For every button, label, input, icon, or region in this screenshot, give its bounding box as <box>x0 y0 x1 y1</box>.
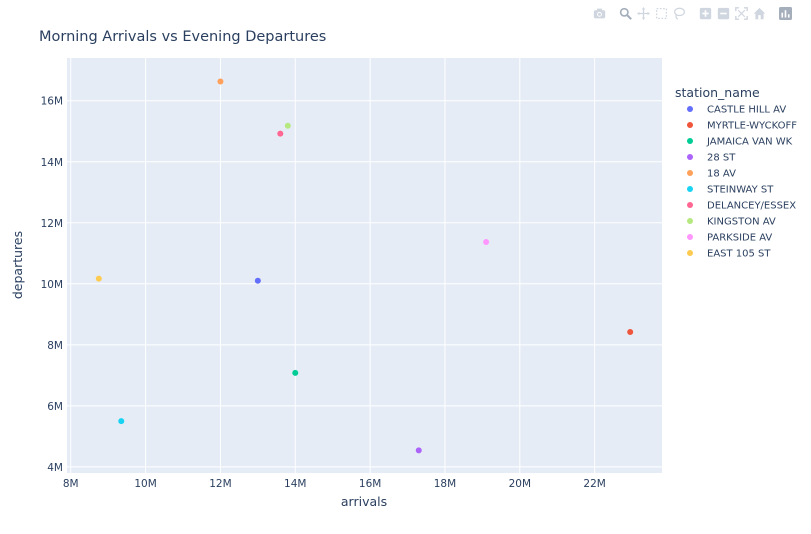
data-point[interactable] <box>217 78 224 85</box>
legend: CASTLE HILL AV MYRTLE-WYCKOFF JAMAICA VAN … <box>687 105 797 260</box>
legend-marker <box>687 218 693 224</box>
legend-item[interactable]: EAST 105 ST <box>687 249 771 260</box>
x-tick-label: 12M <box>209 478 231 490</box>
legend-item[interactable]: KINGSTON AV <box>687 217 776 228</box>
legend-marker <box>687 186 693 192</box>
x-tick-label: 14M <box>284 478 306 490</box>
data-point[interactable] <box>95 275 102 282</box>
x-tick-label: 16M <box>359 478 381 490</box>
legend-label: STEINWAY ST <box>707 185 774 196</box>
data-point[interactable] <box>292 369 299 376</box>
legend-marker <box>687 106 693 112</box>
data-point[interactable] <box>277 130 284 137</box>
x-tick-label: 20M <box>509 478 531 490</box>
legend-label: MYRTLE-WYCKOFF <box>707 121 797 132</box>
data-point[interactable] <box>483 239 490 246</box>
data-point[interactable] <box>284 122 291 129</box>
legend-marker <box>687 202 693 208</box>
legend-item[interactable]: 28 ST <box>687 153 736 164</box>
x-tick-label: 10M <box>134 478 156 490</box>
legend-marker <box>687 170 693 176</box>
chart-title: Morning Arrivals vs Evening Departures <box>39 29 326 45</box>
x-axis-label: arrivals <box>341 494 387 509</box>
y-tick-label: 8M <box>47 340 63 352</box>
box-select-icon[interactable] <box>654 6 668 20</box>
legend-item[interactable]: CASTLE HILL AV <box>687 105 786 116</box>
plotly-logo-icon[interactable] <box>778 6 792 20</box>
legend-label: 28 ST <box>707 153 736 164</box>
legend-marker <box>687 234 693 240</box>
zoom-icon[interactable] <box>618 6 632 20</box>
x-tick-labels: 8M 10M 12M 14M 16M 18M 20M 22M <box>63 478 606 490</box>
y-tick-label: 16M <box>41 96 63 108</box>
legend-item[interactable]: 18 AV <box>687 169 736 180</box>
legend-item[interactable]: DELANCEY/ESSEX <box>687 201 796 212</box>
y-tick-label: 4M <box>47 462 63 474</box>
zoom-in-icon[interactable] <box>698 6 712 20</box>
x-tick-label: 22M <box>583 478 605 490</box>
y-tick-label: 12M <box>41 218 63 230</box>
legend-marker <box>687 154 693 160</box>
y-tick-labels: 4M 6M 8M 10M 12M 14M 16M <box>41 96 63 474</box>
legend-item[interactable]: STEINWAY ST <box>687 185 774 196</box>
home-icon[interactable] <box>752 6 766 20</box>
data-points <box>95 78 634 454</box>
legend-item[interactable]: MYRTLE-WYCKOFF <box>687 121 797 132</box>
y-axis-label: departures <box>10 231 25 299</box>
y-tick-label: 14M <box>41 157 63 169</box>
legend-item[interactable]: JAMAICA VAN WK <box>687 137 793 148</box>
legend-label: KINGSTON AV <box>707 217 776 228</box>
zoom-out-icon[interactable] <box>716 6 730 20</box>
x-tick-label: 18M <box>434 478 456 490</box>
legend-label: 18 AV <box>707 169 736 180</box>
data-point[interactable] <box>627 329 634 336</box>
legend-label: PARKSIDE AV <box>707 233 772 244</box>
autoscale-icon[interactable] <box>734 6 748 20</box>
data-point[interactable] <box>254 277 261 284</box>
data-point[interactable] <box>415 447 422 454</box>
x-tick-label: 8M <box>63 478 79 490</box>
plot-area[interactable] <box>67 58 662 473</box>
legend-marker <box>687 250 693 256</box>
pan-icon[interactable] <box>636 6 650 20</box>
data-point[interactable] <box>118 418 125 425</box>
y-tick-label: 6M <box>47 401 63 413</box>
legend-label: CASTLE HILL AV <box>707 105 786 116</box>
legend-marker <box>687 122 693 128</box>
grid-lines <box>67 58 662 473</box>
legend-marker <box>687 138 693 144</box>
legend-title: station_name <box>675 85 760 100</box>
y-tick-label: 10M <box>41 279 63 291</box>
legend-label: EAST 105 ST <box>707 249 771 260</box>
modebar <box>592 4 796 22</box>
lasso-select-icon[interactable] <box>672 6 686 20</box>
legend-label: DELANCEY/ESSEX <box>707 201 796 212</box>
legend-item[interactable]: PARKSIDE AV <box>687 233 772 244</box>
legend-label: JAMAICA VAN WK <box>706 137 793 148</box>
camera-icon[interactable] <box>592 6 606 20</box>
